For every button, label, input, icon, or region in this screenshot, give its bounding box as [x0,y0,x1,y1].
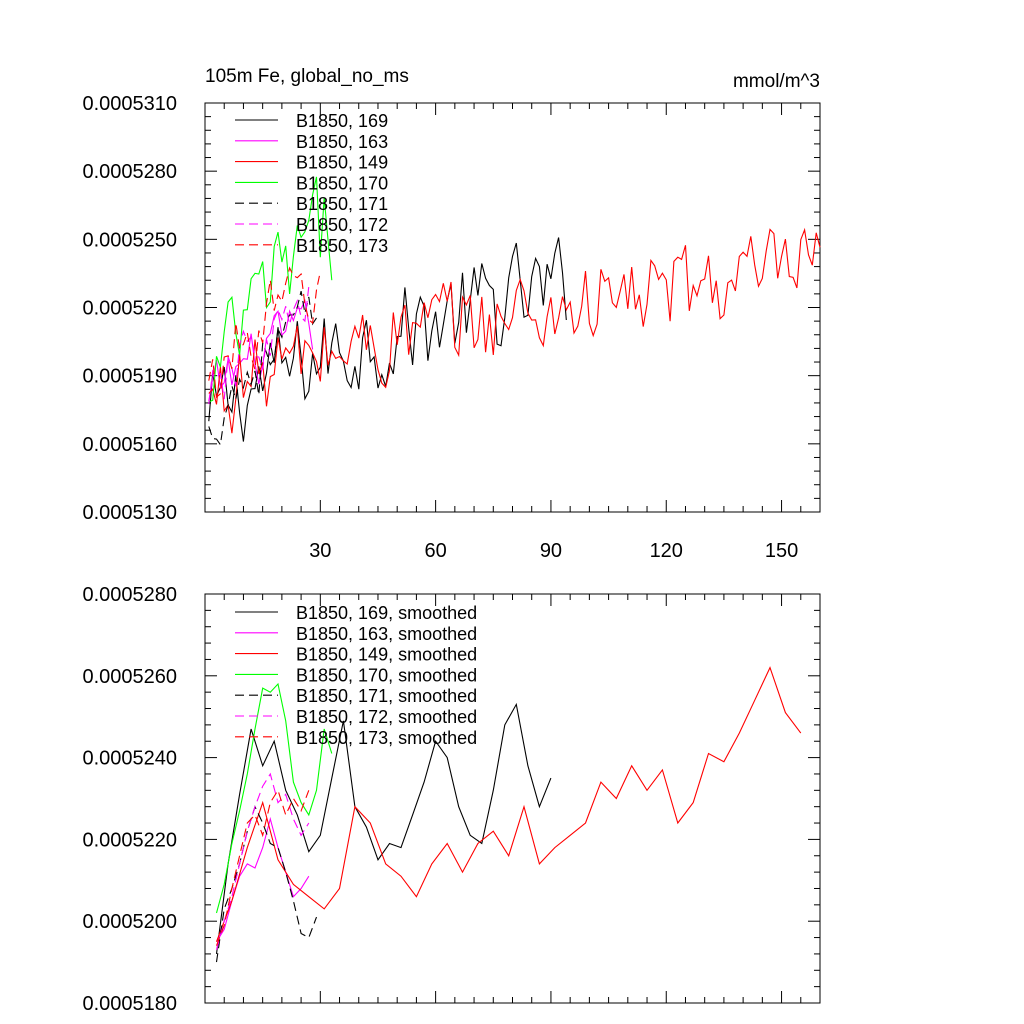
series-line-1-7 [208,266,321,399]
legend-label: B1850, 170, smoothed [296,665,477,685]
x-tick-label: 30 [309,540,331,562]
legend-label: B1850, 170 [296,173,388,193]
chart-panel-1: 0.0005310 0.0005280 0.0005250 0.0005220 0.00… [82,66,821,562]
y-tick-label: 0.0005160 [82,434,177,456]
legend-label: B1850, 173, smoothed [296,728,477,748]
y-tick-label: 0.0005200 [82,911,177,933]
chart-title: 105m Fe, global_no_ms [205,66,409,87]
series-line-2-2 [216,816,310,942]
legend-label: B1850, 169, smoothed [296,603,477,623]
legend-label: B1850, 172 [296,215,388,235]
legend-label: B1850, 169 [296,111,388,131]
series-line-2-5 [215,805,318,963]
x-tick-label: 150 [765,540,798,562]
legend-label: B1850, 149, smoothed [296,645,477,665]
legend-label: B1850, 163 [296,132,388,152]
legend-label: B1850, 171 [296,194,388,214]
y-tick-label: 0.0005190 [82,366,177,388]
y-tick-label: 0.0005180 [82,993,177,1015]
y-tick-label: 0.0005310 [82,93,177,115]
series-line-2-3 [215,666,802,942]
x-tick-label: 90 [540,540,562,562]
legend-label: B1850, 163, smoothed [296,624,477,644]
y-tick-label: 0.0005130 [82,502,177,524]
series-line-1-1 [208,237,567,442]
series-line-1-5 [208,290,317,447]
series-line-2-1 [215,702,552,954]
chart-panel-2: 0.0005280 0.0005260 0.0005240 0.0005220 0.00… [82,584,821,1015]
y-tick-label: 0.0005280 [82,584,177,606]
y-tick-label: 0.0005280 [82,161,177,183]
x-tick-label: 60 [425,540,447,562]
series-line-2-7 [215,788,310,946]
x-tick-label: 120 [650,540,683,562]
y-tick-label: 0.0005220 [82,829,177,851]
series-line-1-4 [208,176,333,403]
series-line-2-6 [215,772,310,950]
legend-label: B1850, 171, smoothed [296,686,477,706]
y-tick-label: 0.0005260 [82,666,177,688]
series-line-1-6 [208,285,313,405]
legend-label: B1850, 173 [296,236,388,256]
series-line-2-4 [215,682,333,914]
series-line-1-2 [208,298,314,402]
y-tick-label: 0.0005220 [82,298,177,320]
y-tick-label: 0.0005250 [82,229,177,251]
y-tick-label: 0.0005240 [82,748,177,770]
legend-label: B1850, 149 [296,153,388,173]
series-line-1-3 [208,227,821,434]
legend-label: B1850, 172, smoothed [296,707,477,727]
units-label: mmol/m^3 [733,71,820,92]
